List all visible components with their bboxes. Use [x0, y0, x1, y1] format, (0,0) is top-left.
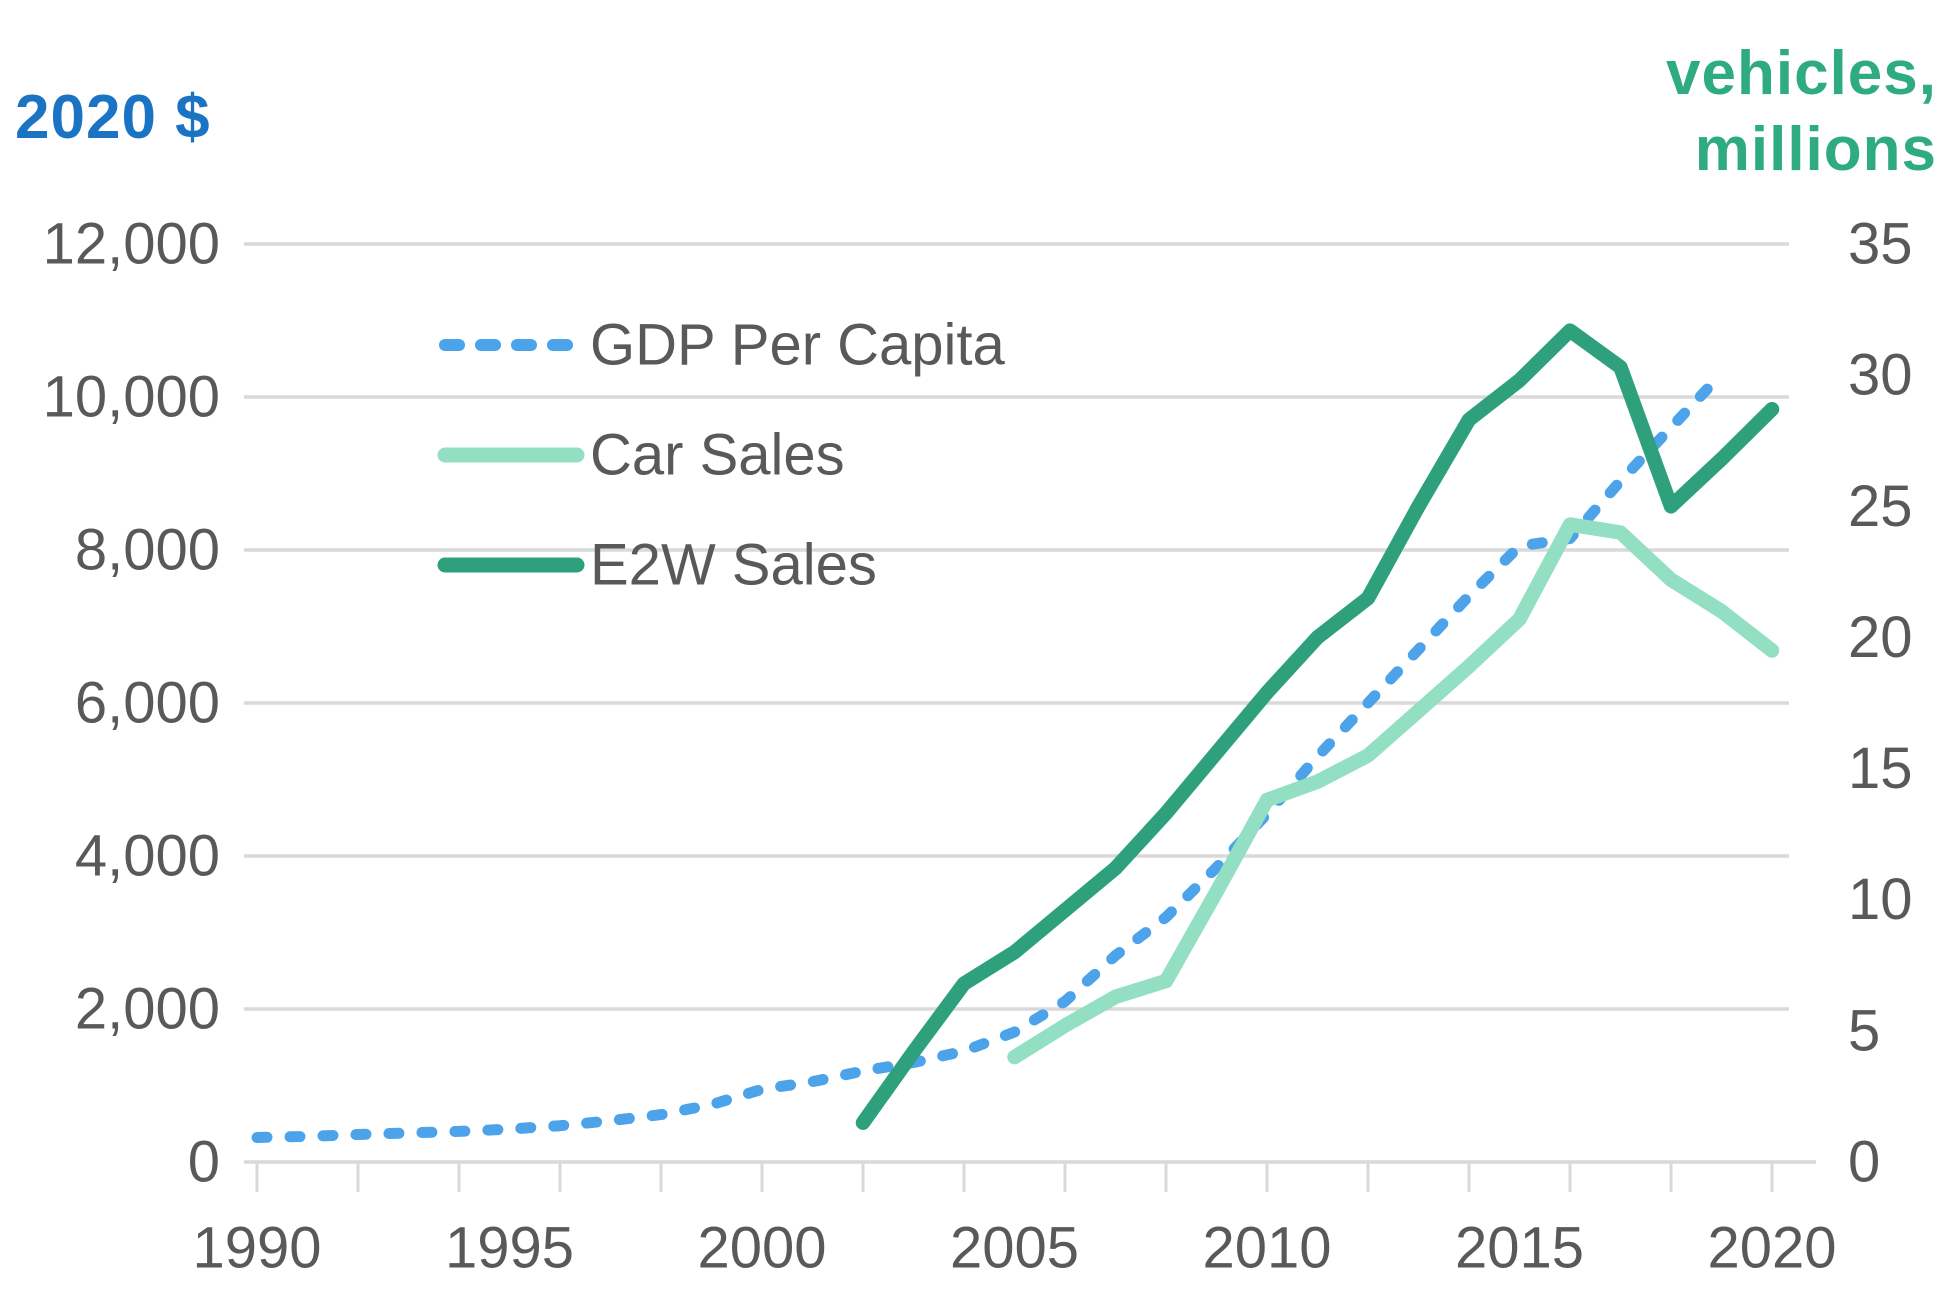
y-axis-left-tick-label: 4,000 — [75, 824, 220, 889]
y-axis-right-tick-labels: 35 30 25 20 15 10 5 0 — [1848, 212, 1913, 1195]
gridlines — [244, 242, 1816, 1164]
y-axis-right-tick-label: 30 — [1848, 343, 1913, 408]
x-axis-tick-label: 2005 — [950, 1216, 1079, 1281]
y-axis-right-tick-label: 0 — [1848, 1130, 1880, 1195]
legend-item: GDP Per Capita — [439, 313, 1006, 378]
left-axis-title: 2020 $ — [15, 83, 211, 152]
y-axis-left-tick-label: 8,000 — [75, 518, 220, 583]
y-axis-right-tick-label: 20 — [1848, 605, 1913, 670]
series-line-e2w-sales — [855, 323, 1780, 1130]
legend-label: GDP Per Capita — [590, 313, 1006, 378]
x-axis-tick-label: 2010 — [1202, 1216, 1331, 1281]
x-axis — [255, 1163, 1774, 1192]
y-axis-left-tick-label: 6,000 — [75, 671, 220, 736]
legend-label: E2W Sales — [590, 533, 877, 598]
right-axis-title: vehicles, millions — [1666, 36, 1937, 188]
y-axis-right-tick-label: 15 — [1848, 736, 1913, 801]
y-axis-left-tick-label: 2,000 — [75, 977, 220, 1042]
y-axis-left-tick-label: 12,000 — [43, 212, 220, 277]
x-axis-tick-label: 2020 — [1707, 1216, 1836, 1281]
legend: GDP Per Capita Car Sales E2W Sales — [437, 313, 1006, 598]
y-axis-right-tick-label: 10 — [1848, 867, 1913, 932]
legend-item: Car Sales — [437, 423, 845, 488]
y-axis-left-tick-label: 10,000 — [43, 365, 220, 430]
x-axis-tick-label: 2000 — [697, 1216, 826, 1281]
y-axis-right-tick-label: 5 — [1848, 998, 1880, 1063]
x-axis-tick-label: 1990 — [192, 1216, 321, 1281]
right-axis-title-line-1: vehicles, — [1666, 39, 1937, 108]
x-axis-tick-label: 1995 — [445, 1216, 574, 1281]
series-line-car-sales — [1007, 517, 1780, 1065]
series-lines — [251, 323, 1780, 1143]
series-line-gdp-per-capita — [251, 368, 1727, 1143]
y-axis-right-tick-label: 35 — [1848, 212, 1913, 277]
y-axis-left-tick-label: 0 — [188, 1130, 220, 1195]
x-axis-tick-label: 2015 — [1455, 1216, 1584, 1281]
x-axis-tick-labels: 1990 1995 2000 2005 2010 2015 2020 — [192, 1216, 1836, 1281]
y-axis-left-tick-labels: 12,000 10,000 8,000 6,000 4,000 2,000 0 — [43, 212, 220, 1195]
legend-label: Car Sales — [590, 423, 845, 488]
y-axis-right-tick-label: 25 — [1848, 474, 1913, 539]
legend-item: E2W Sales — [437, 533, 877, 598]
right-axis-title-line-2: millions — [1694, 115, 1937, 184]
